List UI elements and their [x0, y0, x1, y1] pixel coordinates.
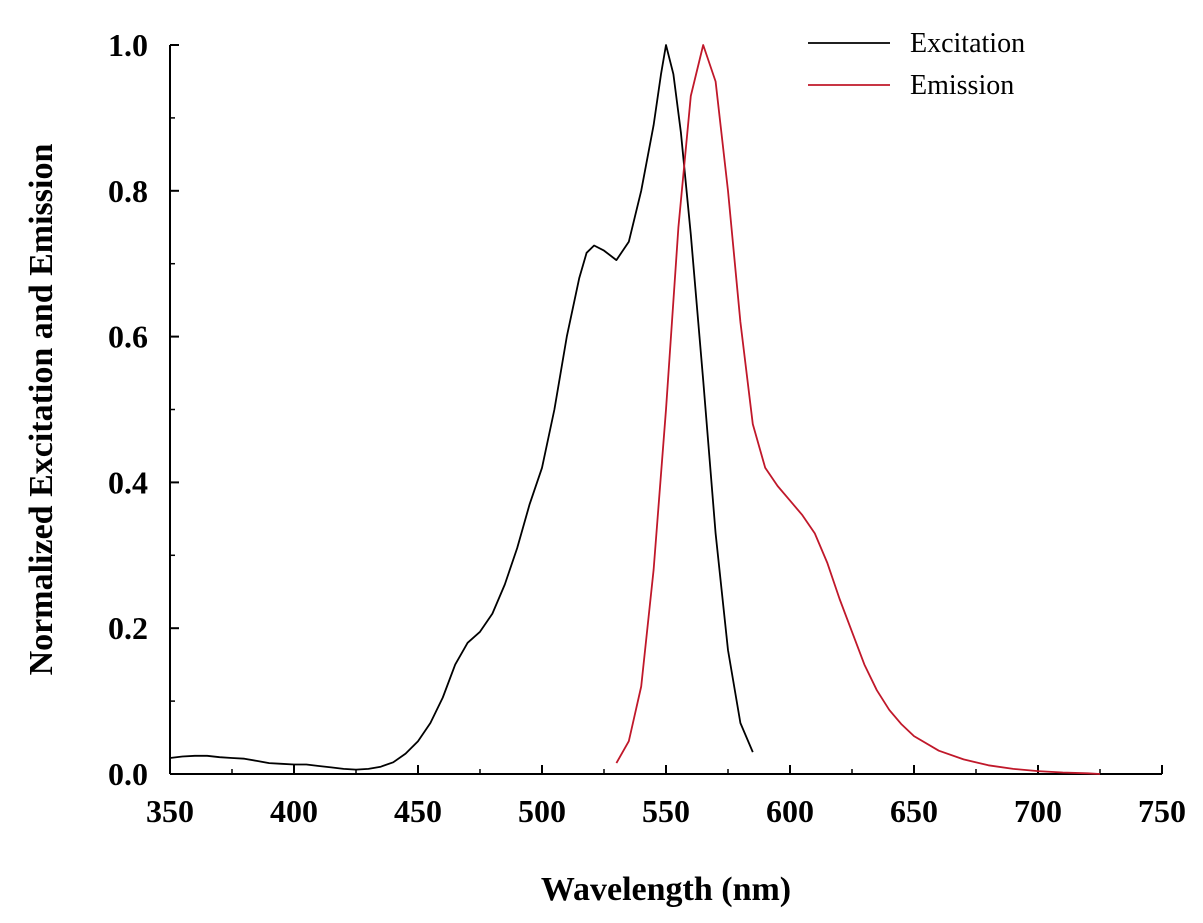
x-tick-label: 700	[1014, 793, 1062, 829]
x-axis: 350 400 450 500 550 600 650 700 750	[146, 765, 1186, 829]
legend-label-emission: Emission	[910, 70, 1014, 101]
x-tick-label: 500	[518, 793, 566, 829]
series-line-emission	[615, 44, 1101, 775]
y-tick-label: 0.6	[108, 319, 148, 355]
legend-label-excitation: Excitation	[910, 28, 1025, 59]
y-axis: 0.0 0.2 0.4 0.6 0.8 1.0	[108, 27, 179, 792]
series-line-excitation	[169, 44, 754, 771]
x-tick-label: 450	[394, 793, 442, 829]
x-tick-label: 350	[146, 793, 194, 829]
x-tick-label: 750	[1138, 793, 1186, 829]
x-tick-label: 400	[270, 793, 318, 829]
y-tick-label: 0.8	[108, 173, 148, 209]
x-axis-title: Wavelength (nm)	[541, 871, 791, 908]
y-tick-label: 0.2	[108, 610, 148, 646]
x-tick-label: 600	[766, 793, 814, 829]
y-tick-label: 0.0	[108, 756, 148, 792]
x-tick-label: 650	[890, 793, 938, 829]
y-tick-label: 1.0	[108, 27, 148, 63]
y-tick-label: 0.4	[108, 464, 148, 500]
y-axis-title: Normalized Excitation and Emission	[23, 144, 60, 676]
series-layer	[169, 44, 1101, 775]
x-tick-label: 550	[642, 793, 690, 829]
legend: Excitation Emission	[808, 28, 1025, 101]
